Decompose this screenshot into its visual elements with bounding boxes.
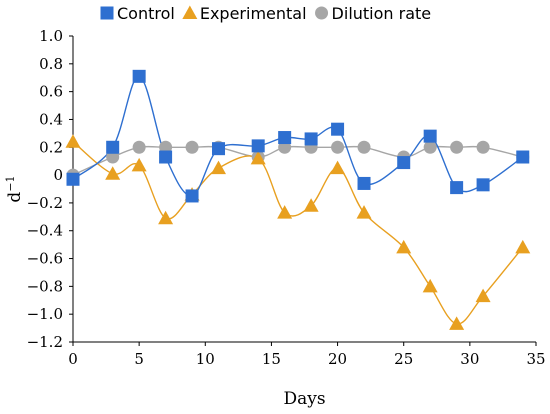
data-point-experimental (277, 205, 293, 219)
series-markers (65, 69, 531, 330)
data-point-experimental (356, 205, 372, 219)
data-point-experimental (211, 160, 227, 175)
data-point-experimental (65, 134, 81, 148)
data-point-control (516, 150, 530, 164)
data-point-control (66, 172, 80, 186)
data-point-experimental (475, 288, 491, 303)
data-point-control (185, 189, 199, 203)
data-point-control (212, 142, 226, 156)
data-point-dilution-rate (132, 140, 146, 154)
data-point-experimental (422, 278, 438, 293)
data-point-control (476, 178, 490, 192)
data-point-control (357, 176, 371, 190)
series-line-control (72, 75, 524, 197)
data-point-control (251, 139, 265, 153)
data-point-control (159, 150, 173, 164)
data-point-control (106, 140, 120, 154)
y-tick-label: −1.2 (27, 333, 63, 351)
data-point-experimental (105, 166, 121, 180)
data-point-control (278, 131, 292, 145)
data-point-experimental (303, 198, 319, 212)
data-point-experimental (131, 157, 147, 172)
data-point-control (397, 156, 411, 170)
legend: Control Experimental Dilution rate (100, 4, 432, 23)
legend-label-control: Control (117, 4, 175, 23)
y-tick-label: −0.6 (27, 250, 63, 268)
y-tick-label: −0.2 (27, 194, 63, 212)
y-tick-label: −0.8 (27, 277, 63, 295)
data-point-experimental (250, 150, 266, 165)
data-point-experimental (449, 316, 465, 330)
legend-label-dilution-rate: Dilution rate (332, 4, 432, 23)
legend-marker-experimental (182, 5, 198, 19)
x-tick-label: 35 (526, 350, 545, 368)
y-tick-label: 0.2 (39, 138, 63, 156)
y-axis-title-base: d (5, 192, 25, 203)
data-point-dilution-rate (357, 140, 371, 154)
data-point-dilution-rate (476, 140, 490, 154)
y-axis-title-sup: −1 (4, 175, 17, 191)
x-tick-label: 10 (196, 350, 215, 368)
data-point-experimental (158, 210, 174, 225)
x-tick-label: 30 (460, 350, 479, 368)
series-line-dilution-rate (72, 145, 523, 176)
series-line-experimental (72, 141, 524, 325)
x-tick-label: 0 (68, 350, 78, 368)
data-point-control (304, 132, 318, 146)
data-point-experimental (515, 239, 531, 254)
data-point-dilution-rate (185, 140, 199, 154)
data-point-dilution-rate (423, 140, 437, 154)
legend-marker-control (100, 6, 114, 20)
data-point-experimental (330, 160, 346, 175)
x-tick-label: 25 (394, 350, 413, 368)
data-point-control (450, 181, 464, 195)
data-point-dilution-rate (450, 140, 464, 154)
axes: 1.0 0.8 0.6 0.4 0.2 0 −0.2 −0.4 −0.6 −0.8 −1.0 −1.2… (27, 27, 546, 368)
data-point-control (423, 129, 437, 143)
data-point-experimental (396, 239, 412, 254)
x-tick-label: 5 (134, 350, 144, 368)
x-axis-title: Days (283, 389, 325, 409)
legend-marker-dilution-rate (315, 6, 329, 20)
y-tick-label: −1.0 (27, 305, 63, 323)
y-tick-label: 0.6 (39, 83, 63, 101)
legend-label-experimental: Experimental (200, 4, 307, 23)
data-point-dilution-rate (331, 140, 345, 154)
data-point-control (132, 69, 146, 83)
x-tick-label: 20 (328, 350, 347, 368)
y-axis-title: d−1 (4, 175, 26, 202)
series-lines (72, 75, 524, 325)
y-tick-label: 1.0 (39, 27, 63, 45)
data-point-control (331, 122, 345, 136)
y-tick-label: 0 (53, 166, 63, 184)
x-tick-label: 15 (262, 350, 281, 368)
y-tick-label: −0.4 (27, 222, 63, 240)
y-tick-label: 0.8 (39, 55, 63, 73)
y-tick-label: 0.4 (39, 110, 63, 128)
